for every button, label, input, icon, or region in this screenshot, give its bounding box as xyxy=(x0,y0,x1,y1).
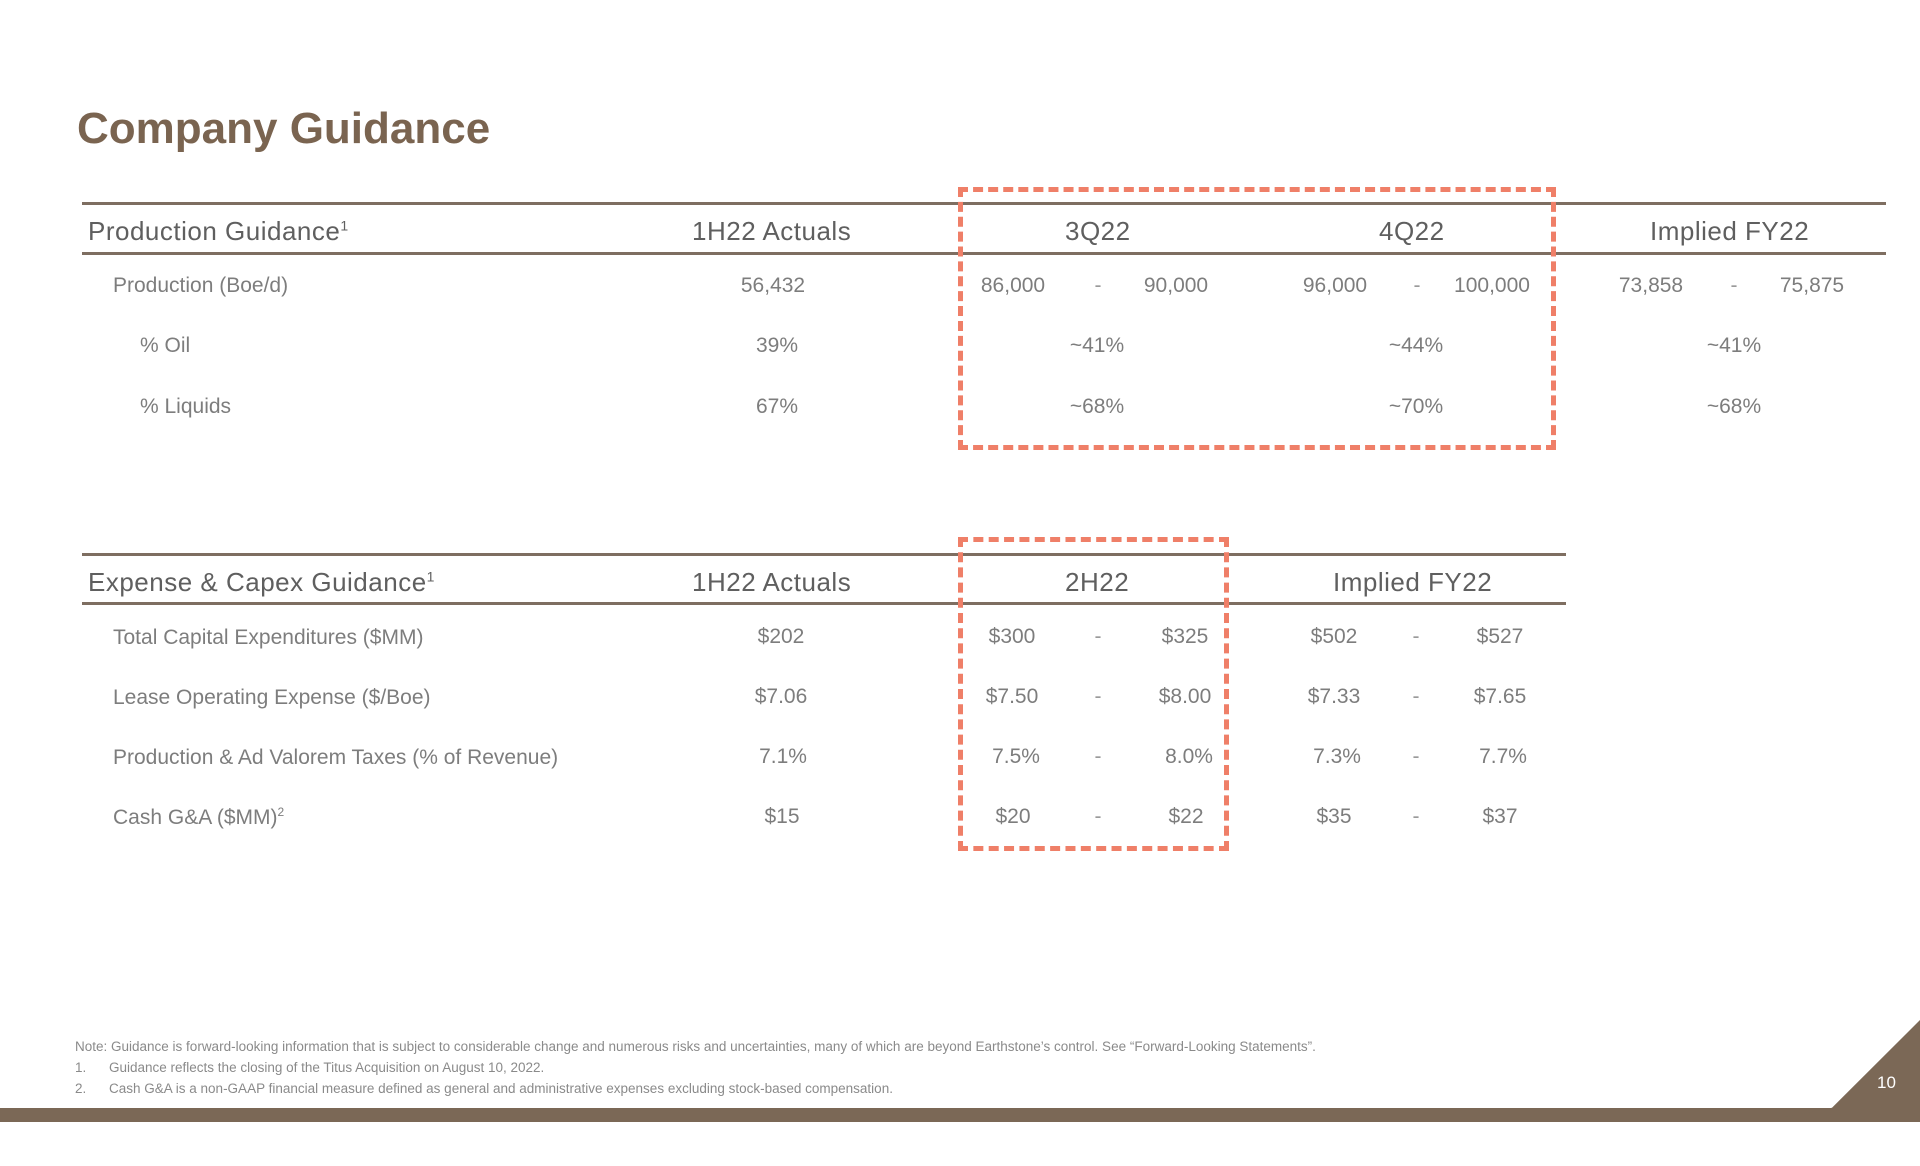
row-label: Production (Boe/d) xyxy=(113,274,289,297)
actuals-value: 56,432 xyxy=(740,274,806,297)
range-separator: - xyxy=(1412,805,1420,828)
footnote-note: Note: Guidance is forward-looking inform… xyxy=(75,1039,1316,1054)
actuals-value: 7.1% xyxy=(759,745,807,768)
q3-low-value: 86,000 xyxy=(980,274,1046,297)
fy-high-value: 7.7% xyxy=(1479,745,1527,768)
implied-fy-column-header: Implied FY22 xyxy=(1650,216,1810,246)
fy-low-value: 73,858 xyxy=(1618,274,1684,297)
footnote-item: 2. Cash G&A is a non-GAAP financial measu… xyxy=(75,1081,893,1096)
h2-high-value: 8.0% xyxy=(1165,745,1213,768)
q4-value: ~44% xyxy=(1388,334,1444,357)
h2-low-value: $7.50 xyxy=(985,685,1039,708)
footer-corner-accent xyxy=(1760,1020,1920,1122)
table-header-rule xyxy=(82,252,1886,255)
fy-high-value: $527 xyxy=(1476,625,1524,648)
row-label: % Liquids xyxy=(140,395,232,418)
range-separator: - xyxy=(1412,625,1420,648)
footnote-text: Cash G&A is a non-GAAP financial measure… xyxy=(109,1081,893,1096)
footnote-item: 1. Guidance reflects the closing of the T… xyxy=(75,1060,544,1075)
fy-low-value: 7.3% xyxy=(1313,745,1361,768)
fy-high-value: 75,875 xyxy=(1779,274,1845,297)
actuals-column-header: 1H22 Actuals xyxy=(692,567,852,597)
range-separator: - xyxy=(1412,685,1420,708)
fy-low-value: $7.33 xyxy=(1307,685,1361,708)
range-separator: - xyxy=(1094,685,1102,708)
range-separator: - xyxy=(1094,274,1102,297)
actuals-value: 39% xyxy=(755,334,799,357)
expense-capex-guidance-header: Expense & Capex Guidance1 xyxy=(88,567,435,597)
range-separator: - xyxy=(1094,805,1102,828)
actuals-value: $202 xyxy=(757,625,805,648)
h2-column-header: 2H22 xyxy=(1065,567,1130,597)
actuals-value: $15 xyxy=(764,805,800,828)
h2-low-value: $20 xyxy=(995,805,1031,828)
h2-high-value: $8.00 xyxy=(1158,685,1212,708)
page-title: Company Guidance xyxy=(77,104,491,153)
actuals-value: 67% xyxy=(755,395,799,418)
row-label: Total Capital Expenditures ($MM) xyxy=(113,626,424,649)
q4-low-value: 96,000 xyxy=(1302,274,1368,297)
fy-low-value: $35 xyxy=(1316,805,1352,828)
range-separator: - xyxy=(1412,745,1420,768)
range-separator: - xyxy=(1413,274,1421,297)
q4-column-header: 4Q22 xyxy=(1379,216,1445,246)
page-number: 10 xyxy=(1877,1073,1896,1092)
fy-value: ~68% xyxy=(1706,395,1762,418)
actuals-value: $7.06 xyxy=(754,685,808,708)
fy-high-value: $7.65 xyxy=(1473,685,1527,708)
fy-low-value: $502 xyxy=(1310,625,1358,648)
range-separator: - xyxy=(1094,625,1102,648)
guidance-highlight-box xyxy=(958,537,1229,851)
fy-value: ~41% xyxy=(1706,334,1762,357)
table-top-rule xyxy=(82,553,1566,556)
table-top-rule xyxy=(82,202,1886,205)
q3-column-header: 3Q22 xyxy=(1065,216,1131,246)
q4-high-value: 100,000 xyxy=(1454,274,1530,297)
q4-value: ~70% xyxy=(1388,395,1444,418)
row-label: Cash G&A ($MM)2 xyxy=(113,805,285,829)
q3-value: ~68% xyxy=(1069,395,1125,418)
footnote-number: 1. xyxy=(75,1060,87,1075)
production-guidance-header: Production Guidance1 xyxy=(88,216,349,246)
range-separator: - xyxy=(1730,274,1738,297)
row-label: Lease Operating Expense ($/Boe) xyxy=(113,686,431,709)
q3-high-value: 90,000 xyxy=(1143,274,1209,297)
footer-bar xyxy=(0,1108,1920,1122)
range-separator: - xyxy=(1094,745,1102,768)
h2-low-value: 7.5% xyxy=(992,745,1040,768)
footnote-number: 2. xyxy=(75,1081,87,1096)
fy-high-value: $37 xyxy=(1482,805,1518,828)
row-label: % Oil xyxy=(140,334,191,357)
h2-low-value: $300 xyxy=(988,625,1036,648)
h2-high-value: $325 xyxy=(1161,625,1209,648)
actuals-column-header: 1H22 Actuals xyxy=(692,216,852,246)
implied-fy-column-header: Implied FY22 xyxy=(1333,567,1493,597)
guidance-highlight-box xyxy=(958,187,1556,450)
q3-value: ~41% xyxy=(1069,334,1125,357)
footnote-text: Guidance reflects the closing of the Tit… xyxy=(109,1060,545,1075)
h2-high-value: $22 xyxy=(1168,805,1204,828)
table-header-rule xyxy=(82,602,1566,605)
row-label: Production & Ad Valorem Taxes (% of Reve… xyxy=(113,746,559,769)
